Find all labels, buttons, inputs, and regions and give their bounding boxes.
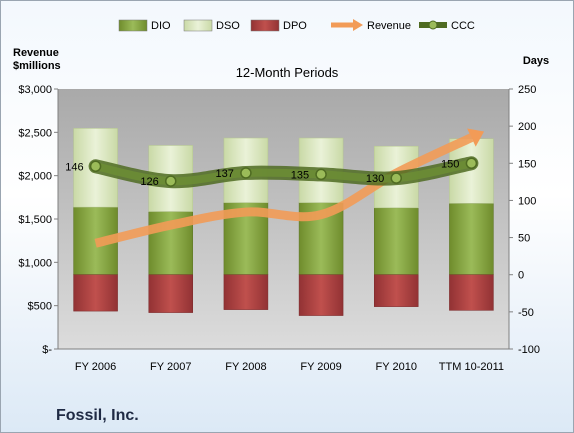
ccc-marker: [89, 160, 102, 173]
bar-dpo: [298, 274, 344, 316]
ccc-data-label: 135: [291, 169, 309, 181]
revenue-line: [94, 133, 474, 248]
category-label: FY 2007: [150, 361, 191, 373]
bar-dio: [374, 207, 419, 275]
right-tick-label: 100: [518, 195, 536, 207]
left-tick-label: $1,500: [18, 214, 52, 226]
ccc-marker: [390, 172, 402, 184]
category-label: FY 2008: [225, 361, 266, 373]
ccc-marker: [240, 167, 252, 179]
right-tick-label: 250: [518, 84, 536, 96]
ccc-data-label: 137: [216, 168, 234, 180]
ccc-layer: 146 126 137 135 130 150: [65, 156, 479, 189]
ccc-marker: [165, 175, 177, 187]
bar-dpo: [223, 274, 269, 310]
ccc-data-label: 126: [140, 176, 158, 188]
legend-label-dio: DIO: [151, 20, 171, 32]
legend-marker-ccc: [428, 20, 438, 30]
ccc-data-label: 150: [441, 158, 459, 170]
right-tick-label: -50: [518, 307, 534, 319]
legend-label-revenue: Revenue: [367, 20, 411, 32]
revenue-arrowhead: [467, 128, 485, 147]
axes-layer: $- $500 $1,000 $1,500 $2,000 $2,500 $3,000 -100…: [18, 84, 540, 373]
bar-dio: [449, 203, 494, 275]
category-label: FY 2010: [376, 361, 417, 373]
ccc-line-highlight: [94, 159, 473, 186]
right-tick-label: 50: [518, 233, 530, 245]
left-tick-label: $3,000: [18, 84, 52, 96]
company-name: Fossil, Inc.: [56, 407, 139, 424]
ccc-marker: [315, 168, 327, 181]
bar-dpo: [73, 274, 118, 312]
bar-dpo: [449, 274, 494, 311]
revenue-layer: [94, 128, 485, 248]
right-tick-label: -100: [518, 344, 540, 356]
right-tick-label: 150: [518, 158, 536, 170]
legend-swatch-dpo: [250, 19, 280, 32]
category-label: FY 2006: [75, 361, 116, 373]
left-tick-label: $2,500: [18, 127, 52, 139]
left-tick-label: $2,000: [18, 171, 52, 183]
legend-swatch-dio: [118, 19, 148, 32]
legend: DIO DSO DPO Revenue CCC: [118, 19, 475, 32]
legend-label-ccc: CCC: [451, 20, 475, 32]
ccc-marker: [465, 157, 478, 170]
left-tick-label: $1,000: [18, 257, 52, 269]
legend-label-dpo: DPO: [283, 20, 307, 32]
left-tick-label: $500: [28, 301, 52, 313]
legend-label-dso: DSO: [216, 20, 240, 32]
bar-dpo: [374, 274, 419, 307]
left-axis-label: Revenue $millions: [13, 47, 61, 72]
right-tick-label: 0: [518, 270, 524, 282]
left-tick-label: $-: [42, 344, 52, 356]
category-label: FY 2009: [300, 361, 341, 373]
legend-swatch-dso: [183, 19, 213, 32]
chart-title: 12-Month Periods: [236, 65, 339, 80]
right-tick-label: 200: [518, 121, 536, 133]
ccc-data-label: 130: [366, 173, 384, 185]
bar-dpo: [148, 274, 193, 313]
right-axis-label: Days: [523, 55, 549, 67]
ccc-data-label: 146: [65, 161, 83, 173]
category-label: TTM 10-2011: [439, 361, 504, 373]
legend-arrow-revenue: [353, 19, 363, 31]
